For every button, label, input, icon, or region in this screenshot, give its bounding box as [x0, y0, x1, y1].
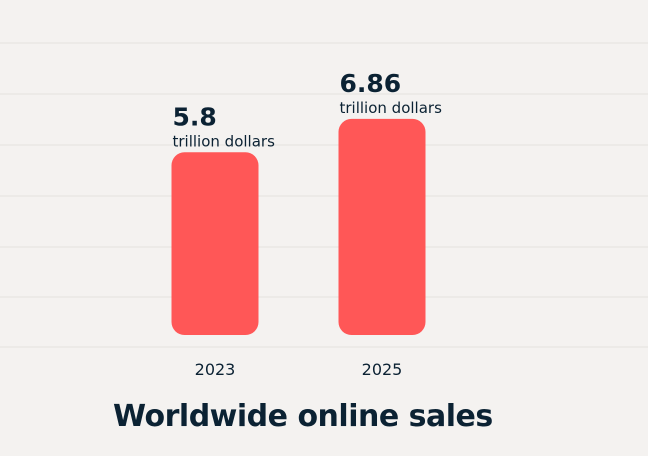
chart-title: Worldwide online sales — [113, 399, 493, 434]
value-label-2025: 6.86 — [340, 69, 402, 98]
bar-2025 — [338, 118, 426, 335]
value-label-2023: 5.8 — [173, 102, 217, 131]
x-tick-labels: 2023 2025 — [195, 360, 403, 379]
bar-2023 — [171, 152, 259, 335]
unit-label-2025: trillion dollars — [340, 99, 443, 117]
bars — [171, 118, 426, 335]
unit-label-2023: trillion dollars — [173, 132, 276, 150]
x-tick-label-2023: 2023 — [195, 360, 236, 379]
grid-lines — [0, 42, 648, 348]
x-tick-label-2025: 2025 — [362, 360, 403, 379]
